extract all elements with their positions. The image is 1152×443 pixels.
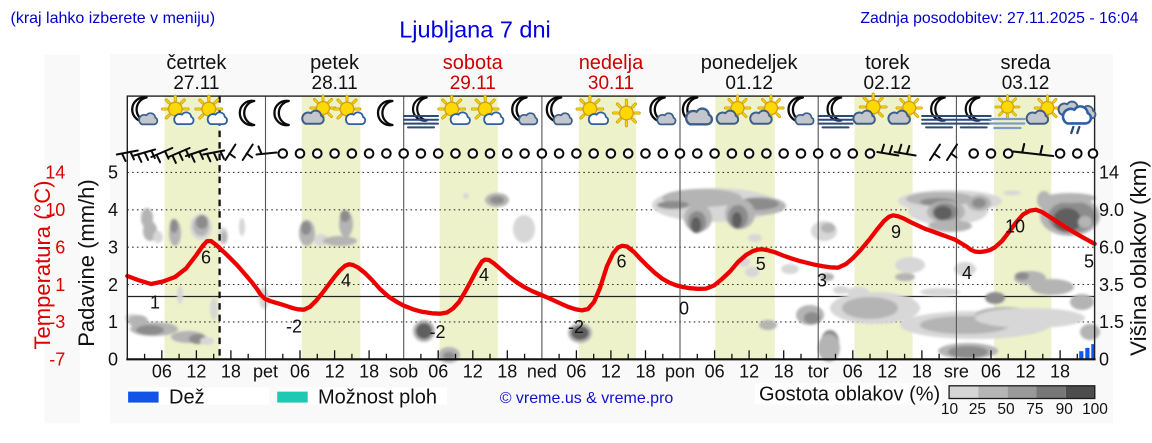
svg-text:sobota: sobota [443, 52, 504, 74]
svg-text:0: 0 [679, 298, 689, 318]
svg-text:06: 06 [843, 362, 863, 382]
svg-text:06: 06 [981, 362, 1001, 382]
svg-text:100: 100 [1082, 401, 1108, 418]
svg-text:10: 10 [941, 401, 959, 418]
svg-text:-7: -7 [49, 350, 65, 370]
svg-text:28.11: 28.11 [312, 73, 358, 94]
svg-text:4: 4 [479, 265, 489, 285]
svg-text:-3: -3 [49, 312, 65, 332]
svg-text:06: 06 [152, 362, 172, 382]
svg-text:3.5: 3.5 [1099, 275, 1124, 295]
svg-text:18: 18 [1050, 362, 1070, 382]
svg-text:ponedeljek: ponedeljek [701, 52, 799, 74]
svg-text:Gostota oblakov (%): Gostota oblakov (%) [759, 384, 940, 406]
svg-text:Dež: Dež [169, 387, 205, 409]
svg-text:02.12: 02.12 [864, 73, 912, 94]
svg-text:12: 12 [601, 362, 621, 382]
svg-text:12: 12 [1015, 362, 1035, 382]
svg-text:ned: ned [527, 362, 557, 382]
svg-text:30.11: 30.11 [588, 73, 634, 94]
svg-text:5: 5 [756, 254, 766, 274]
svg-text:Padavine (mm/h): Padavine (mm/h) [74, 179, 99, 347]
svg-text:sob: sob [389, 362, 418, 382]
svg-text:12: 12 [186, 362, 206, 382]
svg-text:1: 1 [108, 312, 118, 332]
svg-text:18: 18 [912, 362, 932, 382]
svg-text:12: 12 [325, 362, 345, 382]
svg-text:14: 14 [1099, 163, 1119, 183]
svg-text:6: 6 [55, 237, 65, 257]
svg-text:0: 0 [1099, 350, 1109, 370]
svg-text:18: 18 [359, 362, 379, 382]
svg-text:12: 12 [739, 362, 759, 382]
svg-text:6.0: 6.0 [1099, 237, 1124, 257]
svg-text:četrtek: četrtek [166, 52, 227, 74]
svg-text:-2: -2 [568, 317, 584, 337]
svg-text:03.12: 03.12 [1002, 73, 1050, 94]
svg-text:18: 18 [221, 362, 241, 382]
svg-text:pet: pet [253, 362, 278, 382]
svg-text:1: 1 [150, 292, 160, 312]
svg-text:1.5: 1.5 [1099, 312, 1124, 332]
svg-text:06: 06 [290, 362, 310, 382]
svg-text:sre: sre [944, 362, 969, 382]
svg-text:sreda: sreda [1000, 52, 1051, 74]
svg-text:06: 06 [566, 362, 586, 382]
svg-text:3: 3 [108, 237, 118, 257]
svg-text:10: 10 [1005, 216, 1025, 236]
svg-text:12: 12 [877, 362, 897, 382]
svg-text:Možnost ploh: Možnost ploh [318, 387, 437, 409]
svg-text:1: 1 [55, 275, 65, 295]
svg-text:06: 06 [705, 362, 725, 382]
svg-text:6: 6 [201, 247, 211, 267]
svg-text:torek: torek [865, 52, 910, 74]
svg-text:10: 10 [45, 200, 65, 220]
svg-text:12: 12 [463, 362, 483, 382]
svg-text:2: 2 [108, 275, 118, 295]
svg-text:5: 5 [108, 163, 118, 183]
svg-text:petek: petek [310, 52, 360, 74]
svg-text:6: 6 [616, 252, 626, 272]
svg-text:-2: -2 [286, 317, 302, 337]
svg-text:18: 18 [497, 362, 517, 382]
svg-text:3: 3 [817, 270, 827, 290]
svg-text:50: 50 [997, 401, 1015, 418]
svg-text:(kraj lahko izberete v meniju): (kraj lahko izberete v meniju) [11, 10, 216, 27]
svg-text:14: 14 [45, 163, 65, 183]
svg-text:Višina oblakov (km): Višina oblakov (km) [1126, 160, 1151, 356]
svg-text:4: 4 [341, 270, 351, 290]
svg-text:-2: -2 [429, 322, 445, 342]
svg-text:Temperatura (°C): Temperatura (°C) [30, 181, 55, 350]
svg-text:9.0: 9.0 [1099, 200, 1124, 220]
svg-text:nedelja: nedelja [579, 52, 644, 74]
svg-text:90: 90 [1056, 401, 1074, 418]
svg-text:27.11: 27.11 [173, 73, 219, 94]
svg-text:0: 0 [108, 350, 118, 370]
svg-text:5: 5 [1084, 251, 1094, 271]
svg-text:Zadnja posodobitev: 27.11.2025: Zadnja posodobitev: 27.11.2025 - 16:04 [860, 10, 1138, 27]
svg-text:18: 18 [635, 362, 655, 382]
svg-text:29.11: 29.11 [450, 73, 496, 94]
svg-text:9: 9 [891, 222, 901, 242]
svg-text:pon: pon [665, 362, 695, 382]
svg-text:25: 25 [969, 401, 986, 418]
svg-text:4: 4 [962, 263, 972, 283]
svg-text:tor: tor [808, 362, 829, 382]
svg-text:01.12: 01.12 [725, 73, 773, 94]
svg-text:18: 18 [774, 362, 794, 382]
svg-text:© vreme.us & vreme.pro: © vreme.us & vreme.pro [500, 390, 674, 407]
svg-text:06: 06 [428, 362, 448, 382]
svg-text:75: 75 [1026, 401, 1043, 418]
svg-text:4: 4 [108, 200, 118, 220]
svg-text:Ljubljana 7 dni: Ljubljana 7 dni [399, 17, 551, 43]
